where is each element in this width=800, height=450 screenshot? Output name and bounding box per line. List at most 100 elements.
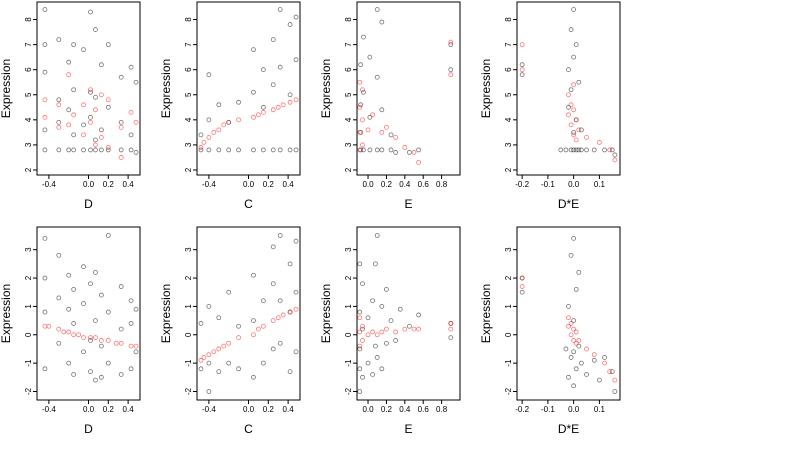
y-tick-label: 3 bbox=[24, 247, 33, 252]
fitted-point bbox=[275, 315, 281, 321]
observed-point bbox=[128, 298, 134, 304]
fitted-point bbox=[93, 335, 98, 341]
observed-point bbox=[573, 147, 579, 153]
fitted-point bbox=[568, 122, 574, 128]
observed-point bbox=[293, 57, 299, 63]
observed-point bbox=[71, 132, 77, 138]
observed-point bbox=[42, 127, 48, 133]
fitted-point bbox=[105, 145, 111, 150]
observed-point bbox=[88, 114, 93, 120]
observed-point bbox=[578, 147, 584, 153]
observed-point bbox=[591, 357, 597, 363]
observed-point bbox=[367, 54, 373, 60]
fitted-points bbox=[42, 72, 139, 160]
observed-point bbox=[379, 366, 385, 372]
fitted-point bbox=[56, 326, 62, 332]
fitted-point bbox=[216, 127, 222, 133]
observed-point bbox=[568, 147, 574, 153]
observed-point bbox=[293, 349, 299, 355]
observed-point bbox=[571, 54, 577, 60]
observed-point bbox=[42, 147, 48, 153]
observed-point bbox=[277, 233, 283, 238]
observed-point bbox=[358, 62, 364, 68]
chart-panel-5: -0.4 0.0 0.2 0.4 -2 -1 0 1 2 3 D Expression bbox=[0, 226, 141, 436]
x-tick-label: 0.2 bbox=[103, 180, 115, 189]
observed-point bbox=[98, 127, 104, 133]
observed-point bbox=[407, 150, 412, 155]
observed-point bbox=[198, 147, 204, 153]
observed-point bbox=[358, 102, 364, 108]
observed-point bbox=[287, 147, 293, 153]
fitted-point bbox=[56, 124, 62, 130]
observed-point bbox=[81, 349, 86, 355]
fitted-point bbox=[236, 335, 241, 341]
fitted-point bbox=[612, 157, 618, 163]
y-tick-label: 2 bbox=[184, 167, 193, 172]
fitted-point bbox=[118, 124, 124, 130]
fitted-point bbox=[357, 329, 363, 335]
y-tick-label: -2 bbox=[24, 387, 33, 395]
fitted-point bbox=[357, 315, 363, 321]
observed-point bbox=[81, 47, 86, 53]
fitted-point bbox=[46, 323, 52, 329]
fitted-point bbox=[76, 332, 81, 338]
fitted-point bbox=[287, 309, 293, 315]
observed-point bbox=[66, 306, 72, 312]
fitted-point bbox=[357, 79, 363, 85]
fitted-point bbox=[568, 321, 574, 326]
y-tick-label: 5 bbox=[184, 92, 193, 97]
observed-point bbox=[118, 326, 124, 332]
observed-point bbox=[216, 315, 222, 321]
fitted-point bbox=[573, 340, 579, 346]
observed-point bbox=[361, 34, 366, 40]
observed-point bbox=[88, 338, 93, 343]
observed-point bbox=[568, 252, 574, 258]
fitted-point bbox=[236, 117, 241, 123]
plot-frame bbox=[36, 226, 141, 401]
y-tick-label: 4 bbox=[504, 117, 513, 122]
fitted-point bbox=[571, 132, 577, 138]
observed-point bbox=[360, 326, 365, 332]
observed-point bbox=[374, 7, 380, 12]
observed-point bbox=[226, 147, 232, 153]
plot-frame bbox=[516, 1, 621, 176]
observed-point bbox=[56, 37, 62, 43]
fitted-point bbox=[260, 323, 266, 329]
y-tick-label: 2 bbox=[344, 167, 353, 172]
observed-points bbox=[519, 235, 618, 394]
observed-point bbox=[568, 87, 574, 93]
observed-point bbox=[88, 89, 93, 95]
observed-point bbox=[277, 147, 283, 153]
observed-point bbox=[118, 372, 124, 377]
fitted-point bbox=[71, 332, 77, 338]
y-tick-label: 6 bbox=[344, 67, 353, 72]
fitted-point bbox=[206, 134, 212, 140]
x-tick-label: 0.0 bbox=[83, 405, 95, 414]
observed-point bbox=[558, 147, 564, 153]
observed-point bbox=[98, 62, 104, 68]
fitted-point bbox=[128, 343, 134, 349]
observed-point bbox=[287, 92, 293, 98]
observed-point bbox=[42, 275, 48, 281]
x-tick-label: 0.0 bbox=[568, 405, 580, 414]
observed-point bbox=[81, 264, 86, 270]
y-tick-label: 4 bbox=[24, 117, 33, 122]
fitted-point bbox=[411, 150, 417, 155]
observed-point bbox=[270, 346, 276, 352]
observed-point bbox=[563, 346, 569, 352]
fitted-point bbox=[270, 107, 276, 113]
x-tick-label: 0.8 bbox=[436, 180, 448, 189]
fitted-point bbox=[566, 323, 571, 329]
y-tick-label: 6 bbox=[184, 67, 193, 72]
fitted-point bbox=[221, 122, 227, 128]
fitted-point bbox=[402, 326, 408, 332]
observed-points bbox=[357, 233, 454, 394]
observed-point bbox=[71, 87, 77, 93]
observed-point bbox=[568, 355, 574, 360]
chart-panel-2: -0.4 0.0 0.2 0.4 2 3 4 5 6 7 8 C Expression bbox=[159, 1, 301, 211]
observed-point bbox=[367, 114, 373, 120]
y-tick-label: 7 bbox=[344, 42, 353, 47]
observed-point bbox=[384, 286, 389, 292]
fitted-point bbox=[573, 117, 579, 123]
